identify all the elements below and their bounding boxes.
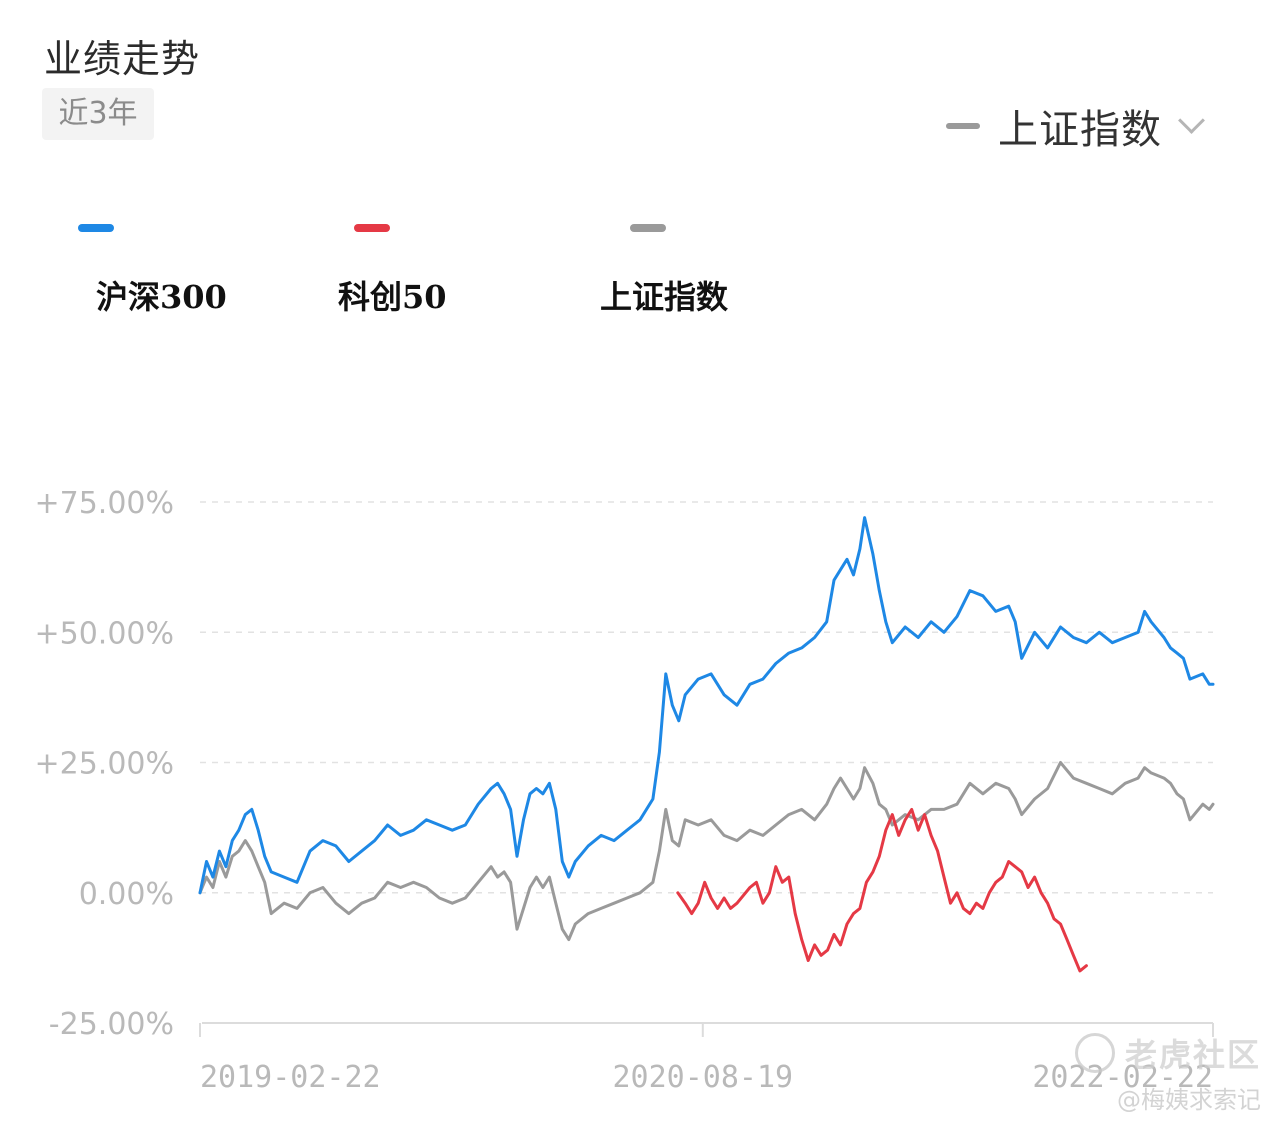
y-tick-label: 0.00%	[79, 877, 174, 912]
y-tick-label: +50.00%	[34, 616, 174, 651]
tiger-logo-icon	[1074, 1033, 1115, 1073]
legend-swatch-sse	[630, 224, 666, 232]
y-tick-label: -25.00%	[49, 1007, 174, 1042]
legend-item-sse[interactable]: 上证指数	[600, 224, 728, 316]
compare-index-label: 上证指数	[998, 107, 1162, 153]
watermark-brand: 老虎社区	[1124, 1036, 1261, 1074]
period-chip[interactable]: 近3年	[42, 88, 154, 140]
compare-swatch	[946, 123, 980, 129]
x-tick-label: 2022-02-22	[1032, 1060, 1213, 1095]
page-title: 业绩走势	[44, 37, 201, 81]
x-tick-label: 2019-02-22	[200, 1060, 381, 1095]
grid-lines	[200, 501, 1213, 894]
watermark-author: @梅姨求索记	[1117, 1086, 1261, 1114]
legend-label-kc50: 科创50	[338, 278, 447, 316]
series-line-0	[198, 516, 1215, 895]
compare-index-select[interactable]: 上证指数	[946, 98, 1205, 154]
legend-item-kc50[interactable]: 科创50	[338, 224, 447, 316]
y-tick-label: +25.00%	[34, 747, 174, 782]
chart-series	[198, 516, 1215, 973]
legend-label-sse: 上证指数	[600, 278, 729, 316]
legend-swatch-hs300	[78, 224, 114, 232]
legend-label-hs300: 沪深300	[96, 278, 227, 316]
watermark: 老虎社区	[1074, 1030, 1261, 1076]
y-tick-label: +75.00%	[34, 486, 174, 521]
series-line-1	[676, 807, 1088, 973]
series-line-2	[198, 761, 1215, 942]
x-tick-label: 2020-08-19	[612, 1060, 793, 1095]
chart-axes: +75.00% +50.00% +25.00% 0.00% -25.00% 2019-02…	[34, 486, 1214, 1095]
legend-item-hs300[interactable]: 沪深300	[78, 224, 227, 316]
legend-swatch-kc50	[354, 224, 390, 232]
